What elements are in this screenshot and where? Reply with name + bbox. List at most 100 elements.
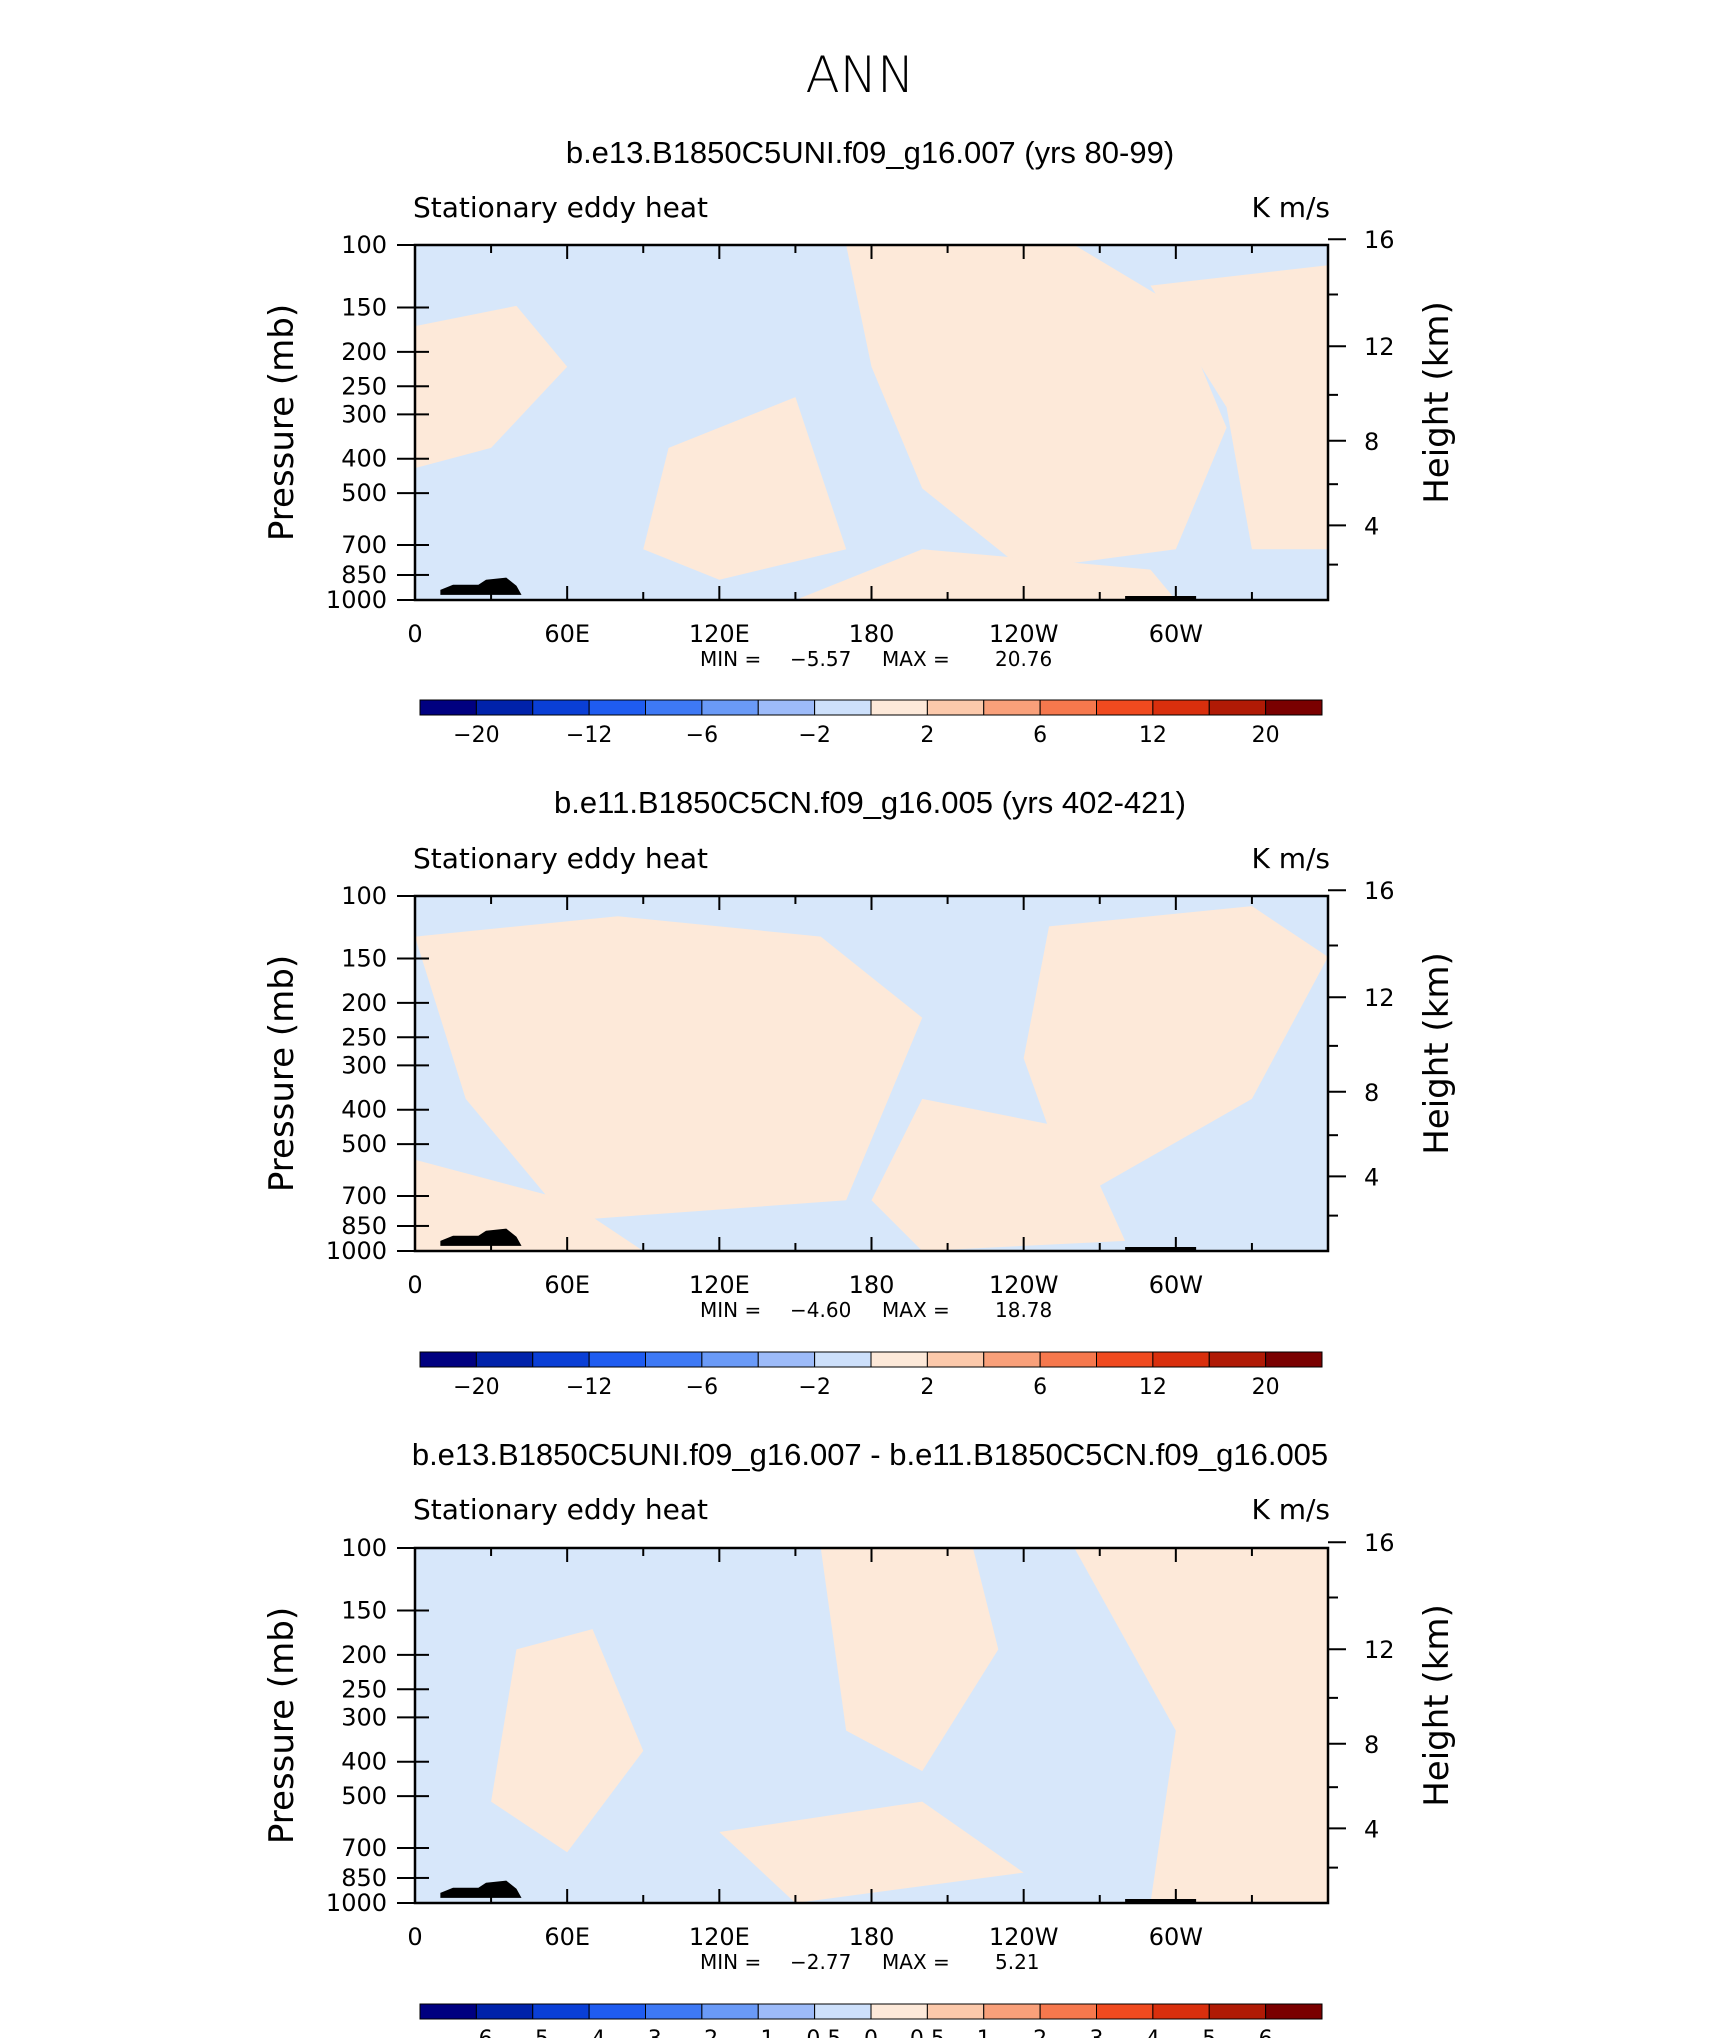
y-right-tick-label: 16 — [1364, 877, 1395, 905]
colorbar-box — [926, 1351, 985, 1368]
colorbar-box — [419, 1351, 477, 1368]
max-label: MAX = — [882, 1298, 950, 1322]
units-label: K m/s — [1251, 842, 1330, 875]
y-tick-label: 400 — [341, 445, 387, 473]
colorbar-box — [757, 1351, 816, 1368]
units-label: K m/s — [1251, 191, 1330, 224]
topography — [1125, 1247, 1197, 1251]
y-right-axis-label: Height (km) — [1417, 301, 1457, 504]
y-tick-label: 400 — [341, 1096, 387, 1124]
y-tick-label: 500 — [341, 1782, 387, 1810]
field-positive-region — [795, 549, 1176, 600]
colorbar-label: 20 — [1252, 723, 1280, 748]
x-tick-label: 120W — [989, 1923, 1059, 1951]
y-tick-label: 850 — [341, 1864, 387, 1892]
colorbar-label: −6 — [686, 723, 718, 748]
chart-panel-3: b.e13.B1850C5UNI.f09_g16.007 - b.e11.B18… — [262, 1437, 1457, 2038]
colorbar-box — [983, 2003, 1041, 2020]
x-tick-label: 0 — [407, 1923, 422, 1951]
y-tick-label: 200 — [341, 1641, 387, 1669]
colorbar-label: 2 — [920, 723, 934, 748]
y-right-tick-label: 12 — [1364, 1636, 1395, 1664]
field-positive-region — [491, 1629, 644, 1853]
colorbar-label: −20 — [453, 1375, 499, 1400]
y-tick-label: 100 — [341, 1534, 387, 1562]
colorbar-label: 6 — [1033, 723, 1047, 748]
colorbar-box — [983, 1351, 1041, 1368]
colorbar-box — [1208, 2003, 1267, 2020]
colorbar-box — [1208, 1351, 1267, 1368]
colorbar-box — [1096, 1351, 1154, 1368]
colorbar-box — [475, 699, 534, 716]
y-right-tick-label: 12 — [1364, 333, 1395, 361]
y-right-tick-label: 8 — [1364, 1079, 1379, 1107]
y-tick-label: 500 — [341, 479, 387, 507]
y-tick-label: 300 — [341, 1051, 387, 1079]
colorbar-label: −3 — [629, 2027, 661, 2038]
y-tick-label: 700 — [341, 1182, 387, 1210]
colorbar-label: 0 — [864, 2027, 878, 2038]
colorbar-box — [926, 699, 985, 716]
colorbar-box — [1096, 2003, 1154, 2020]
colorbar-box — [645, 699, 703, 716]
colorbar-box — [1039, 2003, 1097, 2020]
colorbar-box — [757, 699, 816, 716]
max-label: MAX = — [882, 647, 950, 671]
colorbar-label: 2 — [1033, 2027, 1047, 2038]
field-positive-region — [871, 1098, 1126, 1251]
y-axis-label: Pressure (mb) — [262, 304, 302, 541]
colorbar-label: −4 — [573, 2027, 605, 2038]
topography — [440, 1880, 522, 1898]
colorbar-label: 4 — [1146, 2027, 1160, 2038]
colorbar-label: −6 — [460, 2027, 492, 2038]
max-value: 18.78 — [995, 1298, 1052, 1322]
colorbar-label: 1 — [977, 2027, 991, 2038]
colorbar-label: 3 — [1090, 2027, 1104, 2038]
y-tick-label: 150 — [341, 294, 387, 322]
min-value: −4.60 — [790, 1298, 851, 1322]
units-label: K m/s — [1251, 1493, 1330, 1526]
colorbar-label: 0.5 — [910, 2027, 945, 2038]
y-right-tick-label: 8 — [1364, 428, 1379, 456]
y-tick-label: 700 — [341, 1834, 387, 1862]
colorbar-box — [1152, 699, 1210, 716]
colorbar-box — [926, 2003, 985, 2020]
colorbar-box — [1265, 699, 1323, 716]
colorbar-label: −12 — [566, 1375, 612, 1400]
x-tick-label: 180 — [849, 620, 895, 648]
colorbar-box — [814, 1351, 872, 1368]
panel-title: b.e11.B1850C5CN.f09_g16.005 (yrs 402-421… — [554, 785, 1186, 820]
colorbar-label: −0.5 — [788, 2027, 841, 2038]
colorbar-box — [1096, 699, 1154, 716]
y-tick-label: 300 — [341, 1703, 387, 1731]
y-tick-label: 850 — [341, 561, 387, 589]
colorbar-box — [870, 2003, 928, 2020]
colorbar-label: −2 — [798, 1375, 830, 1400]
colorbar-box — [475, 1351, 534, 1368]
colorbar-box — [870, 1351, 928, 1368]
colorbar-box — [532, 1351, 590, 1368]
max-value: 5.21 — [995, 1950, 1040, 1974]
field-positive-region — [719, 1801, 1024, 1903]
colorbar-label: −6 — [686, 1375, 718, 1400]
colorbar-box — [419, 2003, 477, 2020]
colorbar-label: −2 — [686, 2027, 718, 2038]
field-positive-region — [1074, 1548, 1328, 1903]
chart-panel-1: b.e13.B1850C5UNI.f09_g16.007 (yrs 80-99)… — [262, 135, 1457, 748]
topography — [440, 577, 522, 595]
colorbar-box — [532, 699, 590, 716]
min-label: MIN = — [700, 1950, 761, 1974]
x-tick-label: 180 — [849, 1271, 895, 1299]
left-string: Stationary eddy heat — [413, 191, 708, 224]
colorbar-label: 20 — [1252, 1375, 1280, 1400]
colorbar-box — [419, 699, 477, 716]
y-right-tick-label: 4 — [1364, 1163, 1379, 1191]
colorbar-label: −1 — [742, 2027, 774, 2038]
colorbar-label: −20 — [453, 723, 499, 748]
field-positive-region — [643, 397, 847, 580]
y-tick-label: 1000 — [326, 1889, 387, 1917]
min-label: MIN = — [700, 647, 761, 671]
max-label: MAX = — [882, 1950, 950, 1974]
colorbar-box — [1208, 699, 1267, 716]
colorbar-box — [1039, 1351, 1097, 1368]
